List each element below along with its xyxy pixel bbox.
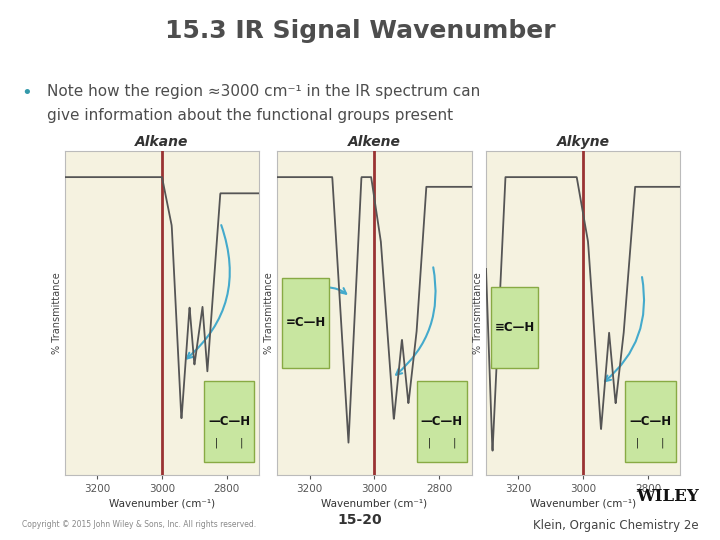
Text: |       |: | |: [428, 437, 456, 448]
Text: Copyright © 2015 John Wiley & Sons, Inc. All rights reserved.: Copyright © 2015 John Wiley & Sons, Inc.…: [22, 520, 256, 529]
FancyBboxPatch shape: [417, 381, 467, 462]
Text: —C—H: —C—H: [208, 415, 251, 428]
Title: Alkyne: Alkyne: [557, 134, 610, 149]
FancyBboxPatch shape: [204, 381, 254, 462]
Text: give information about the functional groups present: give information about the functional gr…: [47, 108, 453, 123]
Text: 15.3 IR Signal Wavenumber: 15.3 IR Signal Wavenumber: [165, 19, 555, 43]
FancyBboxPatch shape: [625, 381, 675, 462]
Text: WILEY: WILEY: [636, 488, 698, 505]
Title: Alkane: Alkane: [135, 134, 189, 149]
FancyBboxPatch shape: [282, 278, 329, 368]
Text: |       |: | |: [215, 437, 243, 448]
Text: •: •: [22, 84, 32, 102]
Text: |       |: | |: [636, 437, 665, 448]
Text: 15-20: 15-20: [338, 512, 382, 526]
Text: Klein, Organic Chemistry 2e: Klein, Organic Chemistry 2e: [533, 519, 698, 532]
Text: Note how the region ≈3000 cm⁻¹ in the IR spectrum can: Note how the region ≈3000 cm⁻¹ in the IR…: [47, 84, 480, 99]
X-axis label: Wavenumber (cm⁻¹): Wavenumber (cm⁻¹): [321, 498, 428, 508]
Text: ≡C—H: ≡C—H: [495, 321, 535, 334]
Y-axis label: % Transmittance: % Transmittance: [473, 272, 483, 354]
Title: Alkene: Alkene: [348, 134, 401, 149]
Text: —C—H: —C—H: [420, 415, 463, 428]
Y-axis label: % Transmittance: % Transmittance: [264, 272, 274, 354]
Text: —C—H: —C—H: [629, 415, 672, 428]
X-axis label: Wavenumber (cm⁻¹): Wavenumber (cm⁻¹): [530, 498, 636, 508]
FancyBboxPatch shape: [491, 287, 538, 368]
Text: =C—H: =C—H: [286, 316, 326, 329]
Y-axis label: % Transmittance: % Transmittance: [52, 272, 62, 354]
X-axis label: Wavenumber (cm⁻¹): Wavenumber (cm⁻¹): [109, 498, 215, 508]
